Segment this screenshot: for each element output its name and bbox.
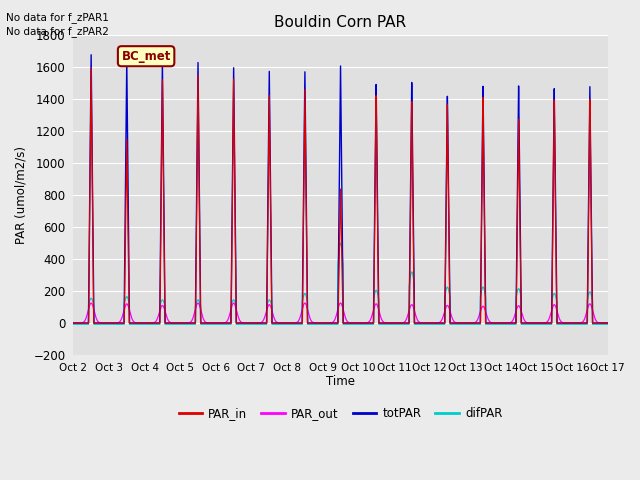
Line: PAR_out: PAR_out [74, 303, 608, 323]
difPAR [414, 322, 422, 327]
PAR_out [414, 318, 422, 324]
Title: Bouldin Corn PAR: Bouldin Corn PAR [275, 15, 406, 30]
PAR_out [178, 320, 186, 326]
PAR_in [269, 320, 277, 326]
PAR_out [497, 320, 504, 326]
totPAR [269, 320, 277, 326]
totPAR [178, 320, 186, 326]
PAR_in [414, 320, 422, 326]
PAR_in [184, 320, 191, 326]
PAR_in [178, 320, 186, 326]
PAR_out [604, 320, 612, 326]
Text: BC_met: BC_met [122, 50, 171, 63]
PAR_out [70, 320, 77, 326]
Legend: PAR_in, PAR_out, totPAR, difPAR: PAR_in, PAR_out, totPAR, difPAR [174, 402, 507, 425]
difPAR [178, 322, 186, 327]
PAR_in [602, 320, 610, 326]
Line: PAR_in: PAR_in [74, 68, 608, 323]
PAR_out [269, 313, 277, 319]
Text: No data for f_zPAR1: No data for f_zPAR1 [6, 12, 109, 23]
X-axis label: Time: Time [326, 375, 355, 388]
Line: totPAR: totPAR [74, 55, 608, 323]
difPAR [337, 240, 344, 246]
PAR_in [604, 320, 612, 326]
PAR_out [602, 320, 610, 326]
PAR_out [490, 320, 498, 326]
totPAR [70, 320, 77, 326]
difPAR [184, 322, 191, 327]
difPAR [490, 322, 498, 327]
PAR_out [87, 300, 95, 306]
PAR_out [184, 320, 191, 326]
totPAR [604, 320, 612, 326]
PAR_in [87, 65, 95, 71]
totPAR [414, 320, 422, 326]
totPAR [184, 320, 191, 326]
difPAR [70, 322, 77, 327]
PAR_in [70, 320, 77, 326]
difPAR [602, 322, 610, 327]
difPAR [269, 322, 277, 327]
Text: No data for f_zPAR2: No data for f_zPAR2 [6, 26, 109, 37]
totPAR [87, 52, 95, 58]
PAR_in [490, 320, 498, 326]
totPAR [490, 320, 498, 326]
totPAR [602, 320, 610, 326]
difPAR [604, 322, 612, 327]
Line: difPAR: difPAR [74, 243, 608, 324]
Y-axis label: PAR (umol/m2/s): PAR (umol/m2/s) [15, 146, 28, 244]
